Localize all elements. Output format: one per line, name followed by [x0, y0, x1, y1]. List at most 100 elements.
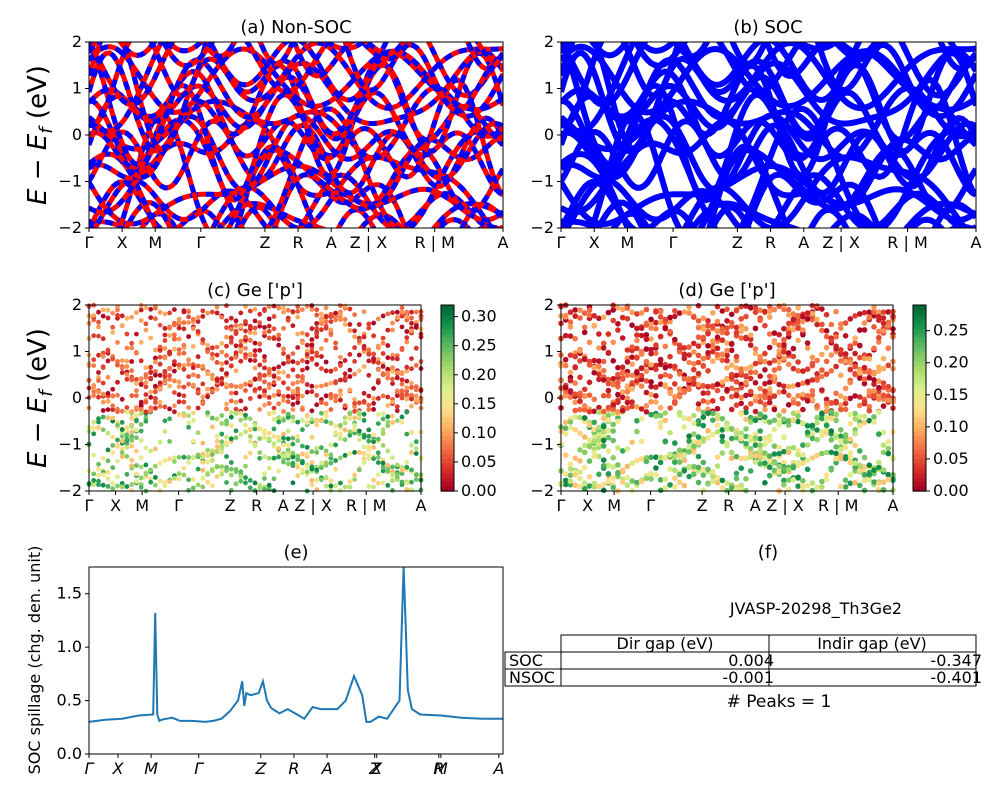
projected-point — [228, 398, 234, 404]
projected-point — [861, 464, 868, 470]
projected-point — [252, 377, 258, 382]
projected-point — [233, 323, 239, 328]
band-line — [561, 200, 976, 228]
projected-point — [409, 442, 414, 448]
projected-point — [200, 340, 206, 346]
projected-point — [766, 331, 773, 337]
projected-point — [228, 423, 234, 428]
projected-point — [380, 371, 386, 377]
projected-point — [271, 417, 277, 422]
projected-point — [323, 314, 329, 320]
projected-point — [733, 357, 740, 364]
projected-point — [110, 407, 116, 413]
colorbar-segment — [913, 370, 926, 376]
projected-point — [323, 359, 329, 365]
projected-point — [804, 316, 811, 322]
projected-point — [257, 347, 263, 353]
colorbar-segment — [441, 342, 454, 348]
projected-point — [776, 463, 782, 470]
projected-point — [153, 446, 158, 452]
projected-point — [605, 462, 612, 469]
projected-point — [624, 305, 631, 312]
projected-point — [300, 407, 305, 412]
projected-point — [876, 464, 882, 471]
projected-point — [304, 382, 310, 387]
projected-point — [233, 410, 239, 416]
projected-point — [105, 307, 111, 313]
projected-point — [762, 450, 768, 456]
projected-point — [375, 396, 381, 401]
band-line-dashed — [89, 50, 503, 154]
projected-point — [281, 309, 286, 315]
projected-point — [162, 480, 168, 485]
projected-point — [91, 393, 97, 398]
projected-point — [634, 479, 640, 486]
projected-point — [352, 345, 357, 350]
projected-point — [129, 424, 135, 429]
projected-point — [880, 384, 887, 391]
projected-point — [176, 316, 182, 322]
colorbar-segment — [913, 305, 926, 311]
projected-point — [124, 484, 130, 489]
projected-point — [771, 393, 778, 399]
projected-point — [700, 487, 707, 494]
projected-point — [776, 419, 782, 426]
projected-point — [838, 351, 844, 358]
projected-point — [738, 411, 744, 417]
projected-point — [705, 318, 711, 324]
projected-point — [134, 448, 139, 454]
projected-point — [247, 357, 253, 363]
projected-point — [371, 432, 376, 438]
projected-point — [676, 447, 683, 454]
projected-point — [371, 456, 376, 462]
projected-point — [281, 369, 286, 375]
projected-point — [394, 418, 400, 424]
projected-point — [691, 471, 697, 478]
projected-point — [747, 336, 754, 343]
projected-point — [880, 365, 887, 372]
projected-point — [385, 414, 391, 420]
projected-point — [847, 450, 854, 456]
projected-point — [100, 414, 106, 420]
projected-point — [686, 433, 692, 440]
projected-point — [290, 309, 296, 314]
projected-point — [757, 373, 763, 380]
projected-point — [738, 482, 744, 489]
projected-point — [657, 412, 664, 419]
projected-point — [771, 306, 778, 313]
projected-point — [710, 410, 716, 417]
projected-point — [300, 417, 305, 423]
projected-point — [200, 459, 206, 465]
projected-point — [823, 311, 830, 318]
projected-point — [205, 459, 211, 465]
projected-point — [686, 386, 692, 393]
projected-point — [304, 469, 310, 475]
projected-point — [776, 412, 782, 419]
projected-point — [375, 460, 381, 465]
projected-point — [209, 345, 215, 351]
projected-point — [847, 366, 854, 373]
projected-point — [148, 394, 154, 400]
projected-point — [852, 480, 858, 486]
colorbar-segment — [441, 393, 454, 399]
projected-point — [200, 440, 206, 446]
projected-point — [262, 379, 267, 385]
projected-point — [885, 309, 892, 315]
projected-point — [338, 480, 343, 486]
projected-point — [785, 361, 792, 368]
projected-point — [638, 478, 645, 485]
projected-point — [657, 319, 664, 326]
projected-point — [115, 340, 120, 345]
projected-point — [247, 396, 253, 401]
projected-point — [866, 476, 873, 483]
projected-point — [323, 319, 329, 325]
projected-point — [96, 309, 101, 315]
projected-point — [852, 464, 858, 470]
spillage-line — [88, 566, 503, 723]
projected-point — [719, 450, 726, 456]
colorbar-segment — [913, 314, 926, 320]
projected-point — [653, 362, 659, 369]
projected-point — [809, 354, 816, 361]
projected-point — [762, 460, 768, 466]
